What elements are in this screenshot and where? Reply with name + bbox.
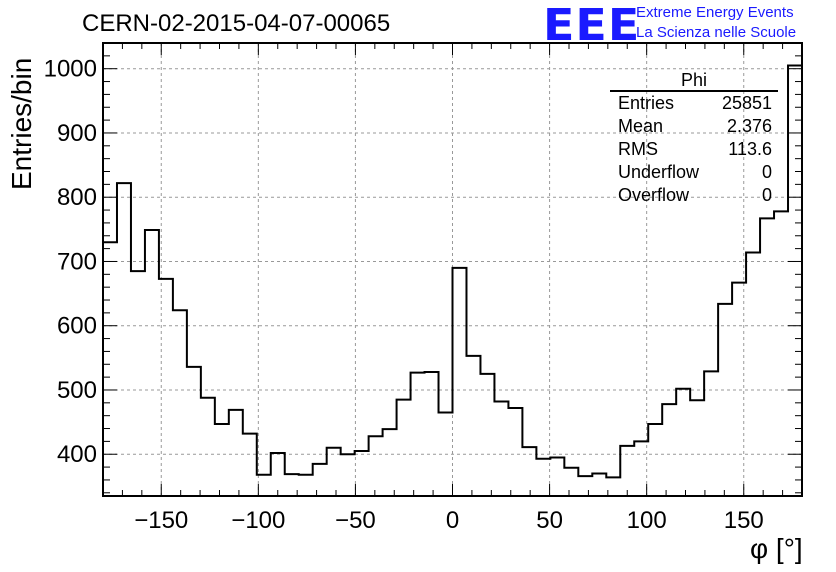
stats-row: Mean 2.376 — [610, 115, 778, 138]
x-tick-label: 0 — [446, 507, 459, 534]
stats-value: 113.6 — [728, 139, 772, 159]
histogram-bin — [732, 283, 746, 496]
histogram-bin — [760, 218, 774, 496]
stats-row: RMS 113.6 — [610, 138, 778, 161]
logo-caption: Extreme Energy Events La Scienza nelle S… — [636, 3, 796, 43]
histogram-bin — [397, 400, 411, 496]
histogram-bin — [648, 424, 662, 496]
histogram-bin — [369, 436, 383, 496]
histogram-bin — [159, 279, 173, 496]
axes: −150 −100 −50 0 50 100 150 400 500 600 700 800 900 10… — [44, 42, 803, 534]
y-tick-label: 700 — [57, 248, 97, 275]
stats-value: 0 — [761, 185, 772, 205]
histogram-bin — [201, 398, 215, 496]
histogram-bin — [606, 477, 620, 496]
histogram-bin — [718, 304, 732, 496]
histogram-bin — [355, 451, 369, 496]
stats-label: Underflow — [618, 162, 700, 182]
stats-row: Entries 25851 — [610, 92, 778, 115]
histogram-bin — [508, 408, 522, 496]
y-tick-label: 1000 — [44, 56, 97, 83]
stats-title: Phi — [610, 70, 778, 92]
histogram-bin — [522, 447, 536, 496]
histogram-bin — [480, 374, 494, 496]
histogram-bin — [173, 310, 187, 496]
x-tick-label: −100 — [231, 507, 285, 534]
histogram-bin — [117, 183, 131, 496]
histogram-bin — [550, 457, 564, 496]
histogram-bin — [229, 410, 243, 496]
x-tick-label: −150 — [134, 507, 188, 534]
histogram-bin — [187, 367, 201, 496]
histogram-bin — [466, 356, 480, 496]
histogram-bin — [257, 475, 271, 496]
histogram-bin — [564, 468, 578, 496]
histogram-bin — [411, 373, 425, 496]
stats-row: Underflow 0 — [610, 161, 778, 184]
histogram-line — [102, 64, 802, 496]
histogram-bin — [439, 412, 453, 496]
stats-label: RMS — [618, 139, 658, 159]
stats-box: Phi Entries 25851 Mean 2.376 RMS 113.6 Underfl… — [610, 70, 778, 207]
histogram-bin — [578, 476, 592, 496]
histogram-bin — [271, 453, 285, 496]
eee-logo: EEE — [543, 0, 641, 51]
histogram-bin — [676, 389, 690, 496]
y-tick-label: 600 — [57, 313, 97, 340]
stats-value: 2.376 — [726, 116, 772, 136]
chart-title: CERN-02-2015-04-07-00065 — [82, 10, 391, 37]
histogram-bin — [383, 429, 397, 496]
histogram-bin — [453, 268, 467, 496]
histogram-bin — [634, 441, 648, 496]
histogram-bin — [327, 448, 341, 496]
stats-value: 0 — [761, 162, 772, 182]
y-tick-label: 900 — [57, 120, 97, 147]
histogram-bin — [690, 400, 704, 496]
histogram-bin — [145, 230, 159, 496]
histogram-bin — [536, 459, 550, 496]
histogram-bin — [620, 446, 634, 496]
histogram-bin — [215, 424, 229, 496]
histogram-bin — [788, 65, 802, 496]
logo-caption-line2: La Scienza nelle Scuole — [636, 24, 797, 41]
stats-value: 25851 — [721, 93, 772, 113]
x-tick-label: 100 — [627, 507, 667, 534]
histogram-series — [102, 64, 802, 496]
logo-caption-line1: Extreme Energy Events — [636, 4, 794, 21]
stats-row: Overflow 0 — [610, 184, 778, 207]
y-tick-label: 800 — [57, 184, 97, 211]
histogram-bin — [746, 252, 760, 496]
y-tick-label: 500 — [57, 377, 97, 404]
x-tick-label: 150 — [724, 507, 764, 534]
histogram-bin — [313, 464, 327, 496]
histogram-bin — [494, 402, 508, 496]
histogram-bin — [774, 211, 788, 496]
histogram-bin — [131, 271, 145, 496]
stats-label: Mean — [618, 116, 664, 136]
histogram-bin — [299, 475, 313, 496]
stats-label: Overflow — [618, 185, 690, 205]
histogram-bin — [285, 474, 299, 496]
histogram-bin — [592, 474, 606, 496]
stats-label: Entries — [618, 93, 675, 113]
y-tick-label: 400 — [57, 441, 97, 468]
histogram-bin — [425, 372, 439, 496]
histogram-bin — [341, 454, 355, 496]
x-tick-label: 50 — [536, 507, 563, 534]
histogram-bin — [103, 242, 117, 496]
x-axis-label: φ [°] — [750, 533, 803, 564]
histogram-bin — [704, 371, 718, 496]
histogram-bin — [243, 434, 257, 496]
histogram-bin — [662, 404, 676, 496]
x-tick-label: −50 — [335, 507, 376, 534]
